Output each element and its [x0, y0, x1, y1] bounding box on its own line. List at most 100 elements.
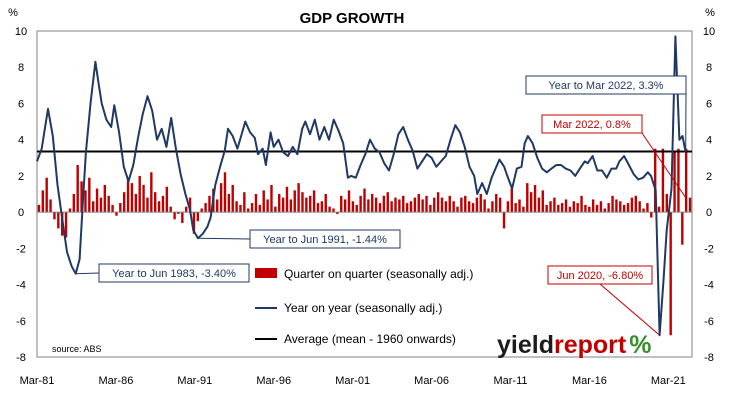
x-tick-label: Mar-21 [651, 375, 686, 387]
x-tick-label: Mar-86 [98, 375, 133, 387]
quarter-bar [258, 204, 262, 213]
y-tick-label-left: -2 [16, 243, 26, 255]
quarter-bar [491, 201, 494, 213]
quarter-bar [134, 194, 138, 213]
quarter-bar [208, 195, 211, 213]
quarter-bar [553, 197, 556, 213]
x-tick-label: Mar-16 [572, 375, 607, 387]
y-tick-label-left: 2 [18, 171, 24, 183]
y-tick-label-left: 8 [18, 62, 24, 74]
quarter-bar [533, 184, 537, 213]
quarter-bar [80, 181, 83, 213]
quarter-bar [103, 184, 107, 213]
quarter-bar [402, 195, 405, 213]
x-tick-label: Mar-01 [335, 375, 370, 387]
legend-label-quarter: Quarter on quarter (seasonally adj.) [284, 267, 473, 281]
quarter-bar [669, 212, 672, 336]
y-tick-label-right: 0 [706, 207, 712, 219]
quarter-bar [227, 194, 231, 213]
y-tick-label-left: -4 [16, 280, 26, 292]
quarter-bar [653, 148, 657, 213]
annotation-leader [641, 132, 687, 198]
y-tick-label-left: 0 [18, 207, 24, 219]
bar-series [37, 148, 692, 336]
quarter-bar [88, 177, 91, 213]
quarter-bar [64, 212, 68, 238]
quarter-bar [464, 195, 467, 213]
quarter-bar [421, 199, 424, 213]
quarter-bar [270, 184, 273, 213]
annotation-leader [599, 283, 660, 336]
quarter-bar [405, 203, 409, 213]
year-on-year-line [36, 35, 687, 337]
quarter-bar [657, 206, 661, 213]
quarter-bar [634, 195, 637, 213]
y-axis: -8 -8 -6 -6 -4 -4 -2 -2 0 0 2 2 4 4 6 6 8 8 10 10 [15, 26, 715, 364]
quarter-bar [130, 183, 134, 213]
quarter-bar [231, 184, 234, 213]
quarter-bar [371, 194, 374, 213]
quarter-bar [564, 199, 568, 213]
quarter-bar [390, 201, 393, 213]
quarter-bar [359, 195, 362, 213]
y-tick-label-right: 6 [706, 98, 712, 110]
annotation-box [249, 229, 401, 249]
quarter-bar [661, 148, 665, 213]
legend-swatch-quarter [255, 268, 277, 278]
legend-label-year: Year on year (seasonally adj.) [284, 301, 442, 315]
quarter-bar [650, 212, 653, 218]
quarter-bar [475, 197, 479, 213]
quarter-bar [684, 148, 688, 213]
quarter-bar [49, 199, 52, 213]
quarter-bar [382, 195, 386, 213]
legend-label-average: Average (mean - 1960 onwards) [284, 332, 456, 346]
quarter-bar [45, 177, 48, 213]
quarter-bar [444, 201, 448, 213]
quarter-bar [247, 208, 250, 213]
quarter-bar [619, 201, 622, 213]
quarter-bar [642, 208, 645, 213]
quarter-bar [502, 212, 506, 229]
quarter-bar [398, 199, 401, 213]
quarter-bar [343, 199, 347, 213]
annotation-box [525, 75, 687, 95]
annotation-leader [75, 272, 100, 275]
quarter-bar [522, 206, 525, 213]
quarter-bar [177, 212, 180, 214]
y-unit-left: % [8, 7, 18, 19]
quarter-bar [471, 203, 475, 213]
x-tick-label: Mar-96 [256, 375, 291, 387]
quarter-bar [285, 186, 289, 213]
y-tick-label-left: -8 [16, 352, 26, 364]
quarter-bar [309, 195, 312, 213]
quarter-bar [363, 188, 366, 213]
x-tick-label: Mar-11 [493, 375, 527, 387]
quarter-bar [119, 203, 122, 213]
quarter-bar [378, 203, 382, 213]
quarter-bar [332, 208, 335, 213]
quarter-bar [161, 195, 165, 213]
quarter-bar [72, 194, 76, 213]
svg-text:yieldreport%: yieldreport% [497, 331, 651, 359]
quarter-bar [188, 197, 192, 213]
quarter-bar [599, 201, 603, 213]
quarter-bar [588, 206, 591, 213]
quarter-bar [448, 195, 451, 213]
quarter-bar [425, 195, 428, 213]
quarter-bar [154, 192, 157, 213]
quarter-bar [429, 204, 432, 213]
quarter-bar [409, 201, 413, 213]
quarter-bar [266, 199, 269, 213]
quarter-bar [498, 197, 502, 213]
quarter-bar [351, 201, 355, 213]
annotations: Year to Mar 2022, 3.3% Mar 2022, 0.8% Year… [75, 75, 687, 336]
quarter-bar [665, 194, 669, 213]
quarter-bar [440, 197, 444, 213]
quarter-bar [107, 195, 110, 213]
y-tick-label-right: -6 [704, 316, 714, 328]
quarter-bar [584, 204, 587, 213]
quarter-bar [219, 183, 223, 213]
quarter-bar [274, 206, 277, 213]
quarter-bar [479, 194, 482, 213]
